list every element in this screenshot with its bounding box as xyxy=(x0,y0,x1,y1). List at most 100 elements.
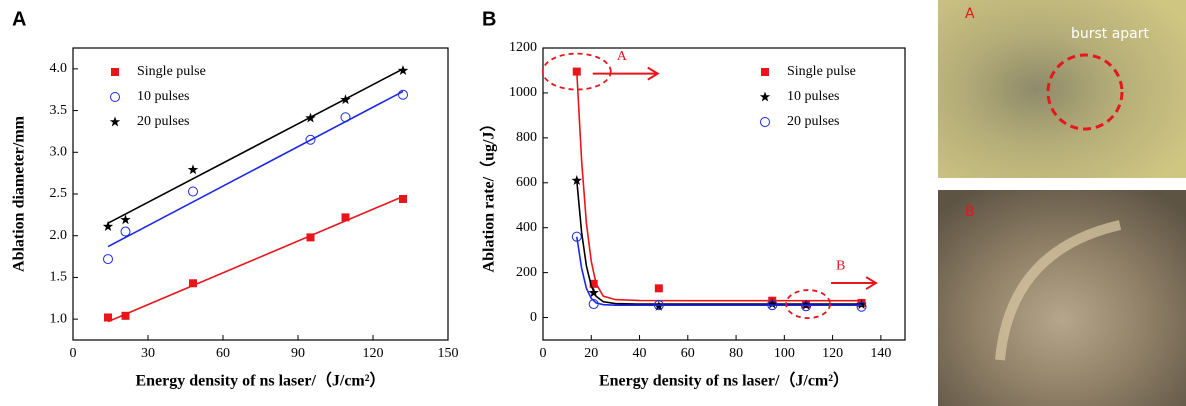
fit-line xyxy=(576,180,862,305)
photo-b xyxy=(938,190,1186,406)
legend-marker xyxy=(761,68,769,76)
fit-line xyxy=(107,90,404,248)
plot-frame xyxy=(542,47,906,341)
point xyxy=(340,112,351,123)
x-tick-label: 30 xyxy=(141,346,155,361)
y-tick-label: 1200 xyxy=(509,40,537,55)
x-tick-label: 140 xyxy=(870,346,891,361)
point xyxy=(588,299,599,310)
photo-label: B xyxy=(965,204,975,220)
y-tick-label: 800 xyxy=(516,130,537,145)
annotation-arrow xyxy=(831,276,878,290)
point xyxy=(120,214,131,225)
point xyxy=(588,287,599,298)
fit-line xyxy=(107,68,404,224)
point xyxy=(801,301,812,312)
y-tick-label: 2.0 xyxy=(50,228,68,243)
y-tick-label: 4.0 xyxy=(50,61,68,76)
x-tick-label: 100 xyxy=(774,346,795,361)
x-tick-label: 90 xyxy=(291,346,305,361)
point xyxy=(305,134,316,145)
point xyxy=(399,195,407,204)
plot-frame xyxy=(72,47,449,341)
y-tick-label: 1.5 xyxy=(50,270,68,285)
x-tick-label: 0 xyxy=(70,346,77,361)
point xyxy=(571,175,583,185)
annotation: B xyxy=(836,258,845,273)
y-tick-label: 3.5 xyxy=(50,103,68,118)
point xyxy=(104,313,112,322)
point xyxy=(305,112,316,123)
legend-label: 20 pulses xyxy=(787,114,840,129)
photo-annotation: burst apart xyxy=(1071,26,1150,42)
fit-line xyxy=(576,236,862,306)
legend-label: 20 pulses xyxy=(137,114,190,129)
x-axis-title: Energy density of ns laser/（J/cm²） xyxy=(135,372,385,390)
x-tick-label: 120 xyxy=(822,346,843,361)
fit-line xyxy=(107,195,404,323)
y-tick-label: 200 xyxy=(516,265,537,280)
point xyxy=(398,89,408,100)
x-axis-title: Energy density of ns laser/（J/cm²） xyxy=(599,372,849,390)
point xyxy=(188,186,198,197)
y-tick-label: 3.0 xyxy=(50,145,68,160)
x-tick-label: 150 xyxy=(438,346,459,361)
legend-marker xyxy=(111,68,119,76)
fit-line xyxy=(576,71,862,302)
y-tick-label: 400 xyxy=(516,220,537,235)
photo-a xyxy=(938,0,1186,178)
point xyxy=(653,300,664,311)
annotation-circle xyxy=(785,289,831,319)
legend-label: 10 pulses xyxy=(137,89,190,104)
x-tick-label: 40 xyxy=(633,346,647,361)
legend-marker xyxy=(109,116,121,127)
y-tick-label: 1000 xyxy=(509,85,537,100)
photo-circle xyxy=(1046,53,1124,131)
point xyxy=(589,279,598,288)
point xyxy=(103,254,113,265)
point xyxy=(856,301,867,312)
point xyxy=(654,284,663,293)
point xyxy=(102,221,114,231)
point xyxy=(120,226,131,237)
x-tick-label: 60 xyxy=(216,346,230,361)
y-tick-label: 0 xyxy=(530,310,537,325)
x-tick-label: 0 xyxy=(540,346,547,361)
annotation: A xyxy=(617,49,628,64)
point xyxy=(397,65,409,75)
point xyxy=(571,231,582,242)
point xyxy=(767,298,778,309)
photo-label: A xyxy=(965,6,975,22)
panel-label: A xyxy=(12,8,26,30)
y-tick-label: 1.0 xyxy=(50,311,68,326)
legend-label: 10 pulses xyxy=(787,89,840,104)
x-tick-label: 80 xyxy=(729,346,743,361)
y-axis-title: Ablation diameter/mm xyxy=(11,115,28,272)
point xyxy=(767,300,778,311)
legend-label: Single pulse xyxy=(137,64,206,79)
legend-marker xyxy=(759,91,771,102)
y-tick-label: 2.5 xyxy=(50,186,68,201)
annotation-arrow xyxy=(592,66,660,81)
x-tick-label: 20 xyxy=(584,346,598,361)
point xyxy=(340,94,351,105)
panel-label: B xyxy=(482,8,496,30)
legend-label: Single pulse xyxy=(787,64,856,79)
legend-marker xyxy=(110,92,120,102)
point xyxy=(189,279,197,288)
y-axis-title: Ablation rate/（ug/J） xyxy=(480,116,498,273)
point xyxy=(572,67,581,76)
x-tick-label: 60 xyxy=(681,346,695,361)
point xyxy=(341,213,350,222)
annotation-circle xyxy=(541,52,612,91)
point xyxy=(187,164,199,175)
point xyxy=(306,233,315,242)
legend-marker xyxy=(760,117,770,127)
y-tick-label: 600 xyxy=(516,175,537,190)
point xyxy=(121,311,130,320)
photo-texture xyxy=(995,220,1122,361)
x-tick-label: 120 xyxy=(363,346,384,361)
point xyxy=(856,299,867,309)
